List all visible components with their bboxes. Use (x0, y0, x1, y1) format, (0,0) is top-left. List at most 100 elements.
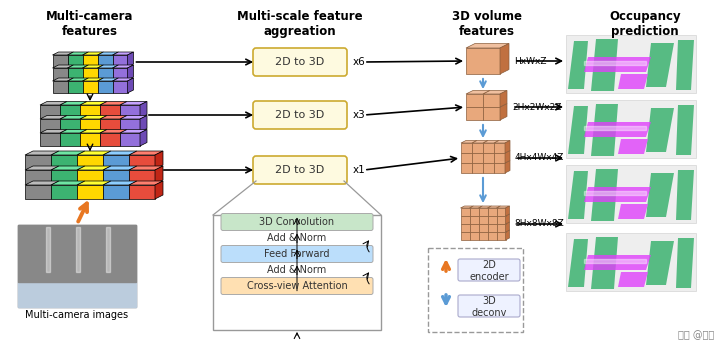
Polygon shape (497, 208, 505, 216)
Polygon shape (584, 61, 646, 65)
Polygon shape (479, 232, 487, 240)
Polygon shape (466, 44, 509, 48)
Polygon shape (479, 208, 487, 216)
Polygon shape (120, 119, 140, 132)
Polygon shape (155, 181, 163, 199)
Polygon shape (505, 206, 510, 216)
Polygon shape (646, 108, 674, 152)
Polygon shape (40, 119, 60, 132)
Polygon shape (140, 129, 147, 146)
Polygon shape (100, 129, 127, 133)
Polygon shape (112, 68, 127, 80)
Polygon shape (120, 116, 147, 119)
Polygon shape (112, 78, 133, 81)
Polygon shape (40, 133, 60, 146)
Polygon shape (68, 52, 89, 55)
Polygon shape (469, 216, 479, 224)
Polygon shape (77, 155, 103, 169)
Text: Add & Norm: Add & Norm (267, 233, 327, 243)
FancyBboxPatch shape (566, 165, 696, 223)
Polygon shape (483, 94, 500, 107)
Polygon shape (461, 141, 477, 143)
Polygon shape (472, 143, 483, 153)
Polygon shape (129, 181, 163, 185)
Polygon shape (483, 163, 494, 173)
Polygon shape (591, 39, 618, 91)
Polygon shape (120, 105, 140, 118)
Polygon shape (466, 48, 500, 74)
Text: Multi-scale feature
aggreation: Multi-scale feature aggreation (237, 10, 363, 38)
Text: Occupancy
prediction: Occupancy prediction (609, 10, 681, 38)
Polygon shape (100, 102, 127, 105)
Polygon shape (472, 153, 483, 163)
FancyBboxPatch shape (253, 48, 347, 76)
Polygon shape (68, 55, 83, 67)
Polygon shape (155, 166, 163, 184)
Polygon shape (83, 65, 104, 68)
Polygon shape (120, 133, 140, 146)
Polygon shape (428, 248, 523, 332)
Polygon shape (129, 151, 163, 155)
Polygon shape (60, 133, 80, 146)
Polygon shape (77, 170, 103, 184)
Polygon shape (97, 55, 112, 67)
Polygon shape (60, 129, 87, 133)
Polygon shape (120, 129, 147, 133)
Polygon shape (83, 68, 97, 80)
FancyBboxPatch shape (253, 156, 347, 184)
Polygon shape (51, 170, 77, 184)
Polygon shape (51, 155, 77, 169)
Text: 2D to 3D: 2D to 3D (275, 110, 325, 120)
FancyBboxPatch shape (566, 100, 696, 158)
Polygon shape (80, 133, 100, 146)
Polygon shape (487, 224, 497, 232)
Polygon shape (80, 129, 107, 133)
Polygon shape (25, 155, 51, 169)
Polygon shape (68, 78, 89, 81)
Polygon shape (100, 105, 120, 118)
Polygon shape (112, 55, 127, 67)
Polygon shape (51, 166, 85, 170)
Polygon shape (591, 237, 618, 289)
Polygon shape (97, 68, 112, 80)
Polygon shape (53, 81, 68, 93)
Polygon shape (483, 153, 494, 163)
Polygon shape (40, 116, 67, 119)
Text: x6: x6 (353, 57, 366, 67)
Polygon shape (483, 143, 494, 153)
Polygon shape (505, 161, 510, 173)
Polygon shape (469, 208, 479, 216)
Polygon shape (77, 185, 103, 199)
Polygon shape (46, 227, 50, 272)
Polygon shape (155, 151, 163, 169)
Text: x1: x1 (353, 165, 366, 175)
Polygon shape (51, 185, 77, 199)
Polygon shape (53, 52, 73, 55)
Polygon shape (51, 151, 85, 155)
Polygon shape (461, 232, 469, 240)
Polygon shape (68, 65, 89, 68)
Polygon shape (100, 119, 120, 132)
Polygon shape (53, 78, 73, 81)
Text: 2D to 3D: 2D to 3D (275, 165, 325, 175)
Text: 2D to 3D: 2D to 3D (275, 57, 325, 67)
Polygon shape (461, 206, 474, 208)
Polygon shape (100, 116, 127, 119)
Polygon shape (77, 166, 111, 170)
Text: HxWxZ: HxWxZ (514, 57, 546, 66)
Polygon shape (25, 185, 51, 199)
Polygon shape (500, 104, 507, 120)
Polygon shape (25, 151, 59, 155)
Polygon shape (479, 224, 487, 232)
Polygon shape (466, 94, 483, 107)
Polygon shape (584, 191, 646, 195)
Polygon shape (461, 224, 469, 232)
Polygon shape (40, 105, 60, 118)
Polygon shape (83, 55, 97, 67)
Polygon shape (103, 151, 137, 155)
Polygon shape (40, 102, 67, 105)
Polygon shape (469, 224, 479, 232)
Polygon shape (112, 65, 133, 68)
Polygon shape (80, 119, 100, 132)
Polygon shape (129, 155, 155, 169)
